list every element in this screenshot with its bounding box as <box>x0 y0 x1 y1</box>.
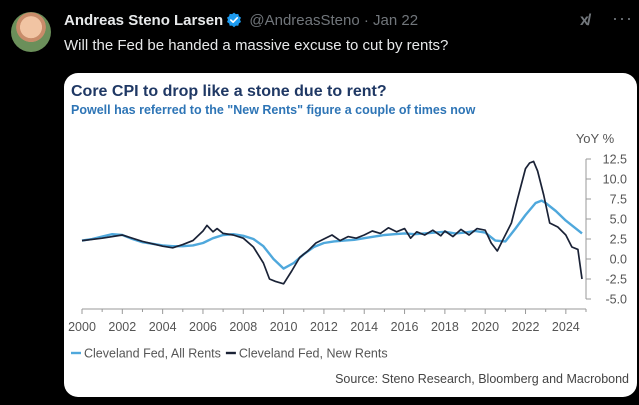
author-handle[interactable]: @AndreasSteno <box>249 12 360 29</box>
author-name[interactable]: Andreas Steno Larsen <box>64 12 224 29</box>
verified-badge-icon <box>226 12 242 28</box>
separator-dot: · <box>363 12 369 29</box>
grok-icon[interactable]: x/ <box>580 12 591 29</box>
y-tick-label: -2.5 <box>605 273 627 287</box>
tweet-header: Andreas Steno Larsen @AndreasSteno · Jan… <box>64 12 418 29</box>
x-tick-label: 2000 <box>68 320 96 334</box>
x-tick-label: 2024 <box>552 320 580 334</box>
more-options-icon[interactable]: ··· <box>612 8 633 28</box>
author-avatar[interactable] <box>11 12 51 52</box>
x-tick-label: 2014 <box>350 320 378 334</box>
legend-label: Cleveland Fed, All Rents <box>84 347 221 361</box>
chart-source: Source: Steno Research, Bloomberg and Ma… <box>335 372 629 386</box>
chart-title: Core CPI to drop like a stone due to ren… <box>71 83 387 100</box>
y-tick-label: 2.5 <box>610 233 627 247</box>
series-new-rents-line <box>81 160 583 285</box>
x-tick-label: 2012 <box>310 320 338 334</box>
tweet-text: Will the Fed be handed a massive excuse … <box>64 37 449 54</box>
x-tick-label: 2022 <box>512 320 540 334</box>
chart-svg: Core CPI to drop like a stone due to ren… <box>68 83 629 386</box>
y-tick-label: 0.0 <box>610 253 627 267</box>
chart-subtitle: Powell has referred to the "New Rents" f… <box>71 103 476 117</box>
post-date[interactable]: Jan 22 <box>373 12 419 29</box>
y-tick-label: 12.5 <box>603 153 627 167</box>
y-tick-label: 7.5 <box>610 193 627 207</box>
x-tick-label: 2010 <box>270 320 298 334</box>
x-tick-label: 2004 <box>149 320 177 334</box>
x-tick-label: 2006 <box>189 320 217 334</box>
chart-image-card[interactable]: Core CPI to drop like a stone due to ren… <box>64 73 637 397</box>
legend-label: Cleveland Fed, New Rents <box>239 347 388 361</box>
chart-legend: Cleveland Fed, All Rents Cleveland Fed, N… <box>71 347 388 361</box>
x-tick-label: 2002 <box>108 320 136 334</box>
series-all-rents-line <box>81 199 583 270</box>
x-tick-label: 2020 <box>471 320 499 334</box>
y-tick-label: -5.0 <box>605 293 627 307</box>
y-tick-label: 5.0 <box>610 213 627 227</box>
x-tick-label: 2018 <box>431 320 459 334</box>
x-tick-label: 2016 <box>391 320 419 334</box>
x-tick-label: 2008 <box>229 320 257 334</box>
chart-ylabel: YoY % <box>576 131 615 146</box>
y-tick-label: 10.0 <box>603 173 627 187</box>
